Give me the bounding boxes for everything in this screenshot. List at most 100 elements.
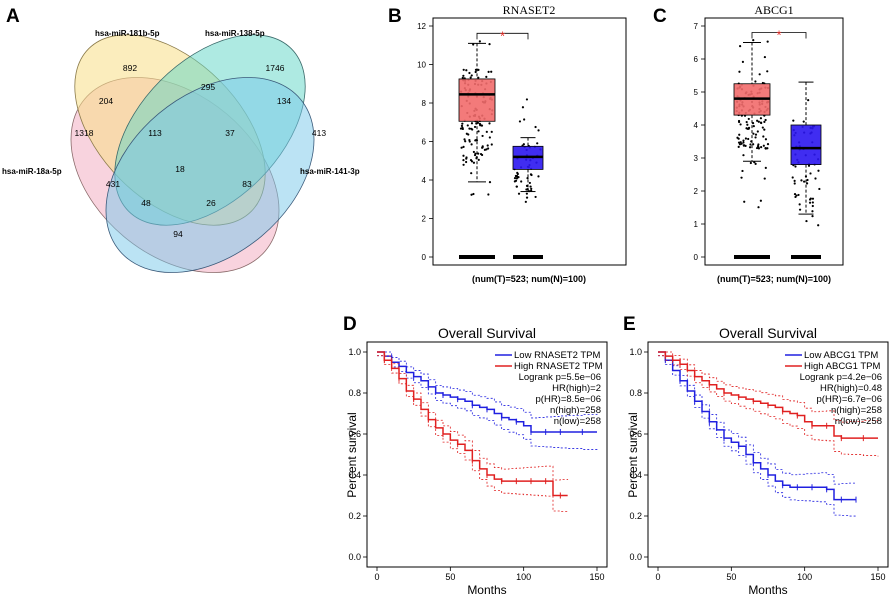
data-point <box>742 144 745 147</box>
venn-label-mir138: hsa-miR-138-5p <box>205 29 265 38</box>
legend-high: High RNASET2 TPM <box>514 361 603 372</box>
data-point <box>739 45 742 48</box>
data-point <box>763 177 766 180</box>
x-axis-label: Months <box>467 583 506 596</box>
legend-stat: n(low)=258 <box>835 416 882 427</box>
data-point <box>521 106 525 109</box>
data-point <box>477 158 480 161</box>
data-point <box>757 206 760 209</box>
data-point <box>461 126 464 129</box>
data-point <box>520 180 523 183</box>
confidence-band-upper <box>658 351 879 423</box>
data-point <box>794 165 797 168</box>
legend-stat: Logrank p=4.2e−06 <box>800 372 882 383</box>
data-point <box>738 133 741 136</box>
data-point <box>764 138 768 141</box>
data-point <box>513 177 517 180</box>
data-point <box>524 200 527 203</box>
y-tick-label: 0.8 <box>629 388 642 398</box>
data-point <box>523 118 526 121</box>
y-tick-label: 1.0 <box>348 347 361 357</box>
data-point <box>817 224 820 227</box>
y-axis-label: Percent survival <box>626 412 640 497</box>
data-point <box>487 193 490 196</box>
data-point <box>472 192 475 196</box>
data-point <box>757 120 760 123</box>
data-point <box>460 124 464 127</box>
confidence-band-lower <box>377 355 598 451</box>
data-point <box>738 70 741 73</box>
y-tick-label: 4 <box>422 176 427 185</box>
data-point <box>490 130 493 133</box>
data-point <box>766 143 770 146</box>
data-point <box>762 144 765 147</box>
legend-stat: p(HR)=8.5e−06 <box>536 394 601 405</box>
data-point <box>754 133 758 136</box>
y-tick-label: 7 <box>694 22 699 31</box>
panel-label-b: B <box>388 6 402 27</box>
y-tick-label: 4 <box>694 121 699 130</box>
data-point <box>746 127 749 130</box>
data-point <box>487 147 490 150</box>
data-point <box>470 122 474 125</box>
data-point <box>537 129 540 132</box>
data-point <box>756 144 760 148</box>
y-tick-label: 1.0 <box>629 347 642 357</box>
venn-count: 431 <box>106 179 120 189</box>
survival-curve <box>377 351 597 433</box>
legend: Low RNASET2 TPM High RNASET2 TPM Logrank… <box>495 350 603 427</box>
data-point <box>747 117 750 121</box>
data-point <box>522 143 525 146</box>
boxplot-footer: (num(T)=523; num(N)=100) <box>717 274 831 284</box>
y-tick-label: 0.2 <box>629 511 642 521</box>
box-marks: * <box>733 28 822 259</box>
survival-curves <box>377 351 598 512</box>
data-point <box>742 139 745 142</box>
y-tick-label: 5 <box>694 88 699 97</box>
legend-stat: p(HR)=6.7e−06 <box>817 394 882 405</box>
venn-label-mir181b: hsa-miR-181b-5p <box>95 29 160 38</box>
data-point <box>758 73 761 76</box>
legend-low: Low RNASET2 TPM <box>514 350 600 361</box>
data-point <box>478 40 481 43</box>
panel-label-e: E <box>623 314 636 335</box>
data-point <box>754 162 757 165</box>
data-point <box>805 219 808 223</box>
data-point <box>805 182 809 185</box>
confidence-band-lower <box>377 355 569 512</box>
data-point <box>534 125 537 129</box>
km-plot-abcg1: Overall Survival Months Percent survival… <box>626 325 889 596</box>
data-point <box>803 180 806 183</box>
data-point <box>468 71 471 75</box>
data-point <box>737 141 741 144</box>
data-point <box>488 43 491 46</box>
km-plot-rnaset2: Overall Survival Months Percent survival… <box>345 325 608 596</box>
km-title: Overall Survival <box>719 325 817 341</box>
boxplot-footer: (num(T)=523; num(N)=100) <box>472 274 586 284</box>
box <box>458 78 496 122</box>
data-point <box>477 68 480 71</box>
data-point <box>759 199 762 202</box>
legend-stat: n(high)=258 <box>550 405 601 416</box>
data-point <box>744 144 747 148</box>
data-point <box>465 69 468 72</box>
data-point <box>516 171 519 174</box>
data-point <box>472 161 476 164</box>
data-point <box>473 153 477 157</box>
y-axis-label: Percent survival <box>345 412 359 497</box>
data-point <box>462 163 465 166</box>
data-point <box>762 135 765 138</box>
y-tick-label: 0.4 <box>629 470 642 480</box>
legend-stat: n(high)=258 <box>831 405 882 416</box>
data-point <box>752 125 755 128</box>
data-point <box>811 210 814 213</box>
significance-star: * <box>500 28 505 43</box>
data-point <box>488 136 491 139</box>
data-point <box>740 176 743 179</box>
survival-curve <box>658 351 856 501</box>
y-tick-label: 2 <box>422 215 427 224</box>
data-point <box>739 141 742 144</box>
survival-curves <box>658 351 879 517</box>
data-point <box>485 148 488 151</box>
data-point <box>536 142 539 145</box>
